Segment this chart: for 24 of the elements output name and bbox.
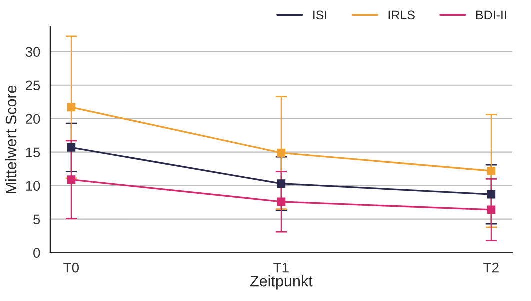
y-tick-label: 0	[34, 248, 40, 258]
point	[277, 198, 286, 206]
point	[487, 166, 496, 176]
point	[67, 144, 76, 152]
x-tick-label: T0	[64, 262, 80, 273]
legend-label: IRLS	[388, 10, 415, 20]
point	[277, 180, 286, 188]
y-tick-label: 30	[26, 47, 40, 58]
y-axis-title: Mittelwert Score	[5, 86, 17, 194]
y-tick-label: 10	[26, 181, 40, 192]
x-axis-title: Zeitpunkt	[250, 276, 313, 290]
y-tick-label: 20	[26, 114, 40, 124]
legend-label: ISI	[314, 10, 327, 20]
x-tick-label: T2	[484, 262, 499, 273]
y-tick-label: 5	[34, 214, 40, 225]
legend-label: BDI-II	[476, 10, 506, 20]
y-tick-label: 15	[26, 148, 40, 158]
point	[67, 176, 76, 184]
y-tick-label: 25	[26, 80, 40, 91]
point	[487, 206, 496, 214]
x-tick-label: T1	[274, 263, 289, 273]
point	[67, 103, 76, 112]
point	[277, 148, 286, 158]
point	[487, 190, 496, 199]
